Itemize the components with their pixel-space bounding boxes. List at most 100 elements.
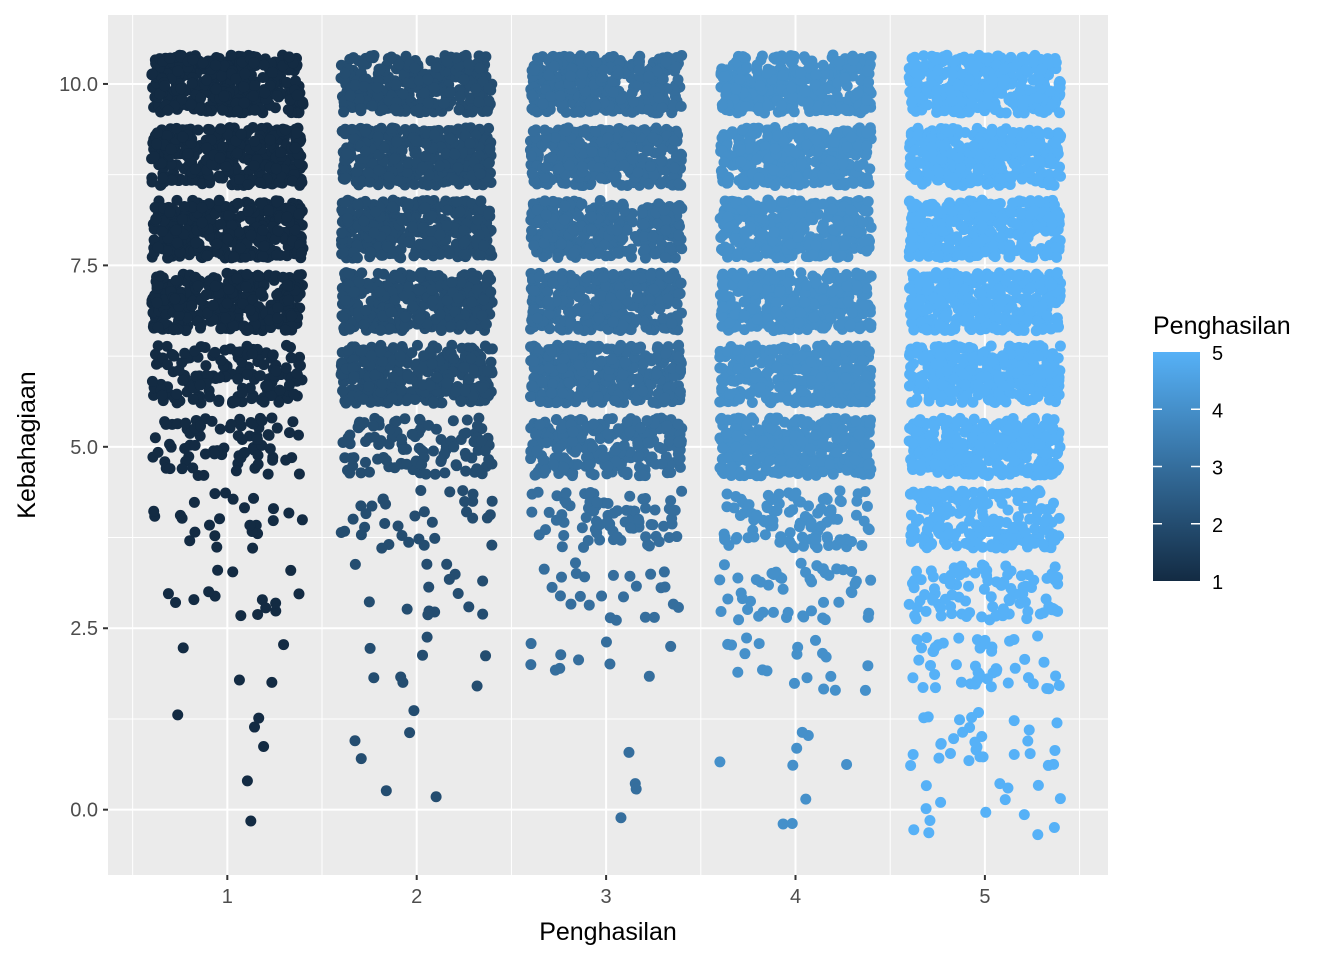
- data-point: [556, 572, 567, 583]
- data-point: [375, 435, 386, 446]
- data-point: [231, 465, 242, 476]
- data-point: [356, 529, 367, 540]
- data-point: [407, 221, 418, 232]
- data-point: [526, 380, 537, 391]
- data-point: [487, 496, 498, 507]
- data-point: [187, 462, 198, 473]
- data-point: [435, 309, 446, 320]
- data-point: [596, 591, 607, 602]
- data-point: [190, 164, 201, 175]
- data-point: [147, 68, 158, 79]
- data-point: [538, 455, 549, 466]
- data-point: [252, 609, 263, 620]
- data-point: [551, 515, 562, 526]
- data-point: [358, 216, 369, 227]
- data-point: [408, 705, 419, 716]
- data-point: [162, 359, 173, 370]
- data-point: [349, 371, 360, 382]
- data-point: [297, 514, 308, 525]
- data-point: [189, 345, 200, 356]
- data-point: [608, 316, 619, 327]
- data-point: [237, 387, 248, 398]
- data-point: [477, 609, 488, 620]
- data-point: [673, 437, 684, 448]
- data-point: [568, 426, 579, 437]
- data-point: [555, 590, 566, 601]
- data-point: [203, 586, 214, 597]
- data-point: [588, 419, 599, 430]
- data-point: [529, 285, 540, 296]
- data-point: [591, 497, 602, 508]
- data-point: [393, 521, 404, 532]
- data-point: [409, 63, 420, 74]
- data-point: [243, 324, 254, 335]
- data-point: [585, 487, 596, 498]
- data-point: [336, 227, 347, 238]
- data-point: [392, 271, 403, 282]
- data-point: [550, 665, 561, 676]
- data-point: [662, 420, 673, 431]
- data-point: [431, 372, 442, 383]
- data-point: [246, 393, 257, 404]
- data-point: [422, 180, 433, 191]
- data-point: [179, 443, 190, 454]
- data-point: [631, 784, 642, 795]
- data-point: [397, 215, 408, 226]
- data-point: [365, 51, 376, 62]
- data-point: [344, 268, 355, 279]
- data-point: [367, 100, 378, 111]
- data-point: [363, 381, 374, 392]
- data-point: [596, 356, 607, 367]
- data-point: [391, 79, 402, 90]
- data-point: [375, 64, 386, 75]
- data-point: [463, 601, 474, 612]
- data-point: [178, 642, 189, 653]
- data-point: [617, 369, 628, 380]
- data-point: [676, 278, 687, 289]
- data-point: [404, 727, 415, 738]
- data-point: [296, 177, 307, 188]
- data-point: [454, 91, 465, 102]
- data-point: [573, 359, 584, 370]
- data-point: [356, 753, 367, 764]
- data-point: [258, 60, 269, 71]
- data-point: [611, 615, 622, 626]
- data-point: [172, 709, 183, 720]
- data-point: [177, 375, 188, 386]
- data-point: [637, 494, 648, 505]
- data-point: [423, 420, 434, 431]
- data-point: [468, 489, 479, 500]
- data-point: [352, 252, 363, 263]
- data-point: [373, 132, 384, 143]
- data-point: [255, 370, 266, 381]
- data-point: [451, 196, 462, 207]
- data-point: [190, 440, 201, 451]
- data-point: [415, 485, 426, 496]
- data-point: [166, 442, 177, 453]
- data-point: [358, 319, 369, 330]
- data-point: [249, 160, 260, 171]
- data-point: [350, 559, 361, 570]
- data-point: [342, 345, 353, 356]
- data-point: [416, 459, 427, 470]
- data-point: [283, 104, 294, 115]
- data-point: [612, 248, 623, 259]
- data-point: [238, 82, 249, 93]
- data-point: [239, 68, 250, 79]
- data-point: [226, 419, 237, 430]
- data-point: [363, 167, 374, 178]
- data-point: [281, 212, 292, 223]
- data-point: [379, 518, 390, 529]
- data-point: [262, 381, 273, 392]
- data-point: [640, 612, 651, 623]
- data-point: [583, 535, 594, 546]
- data-point: [444, 87, 455, 98]
- data-point: [195, 380, 206, 391]
- data-point: [172, 237, 183, 248]
- data-point: [379, 143, 390, 154]
- data-point: [584, 243, 595, 254]
- data-point: [422, 239, 433, 250]
- data-point: [340, 68, 351, 79]
- data-point: [152, 127, 163, 138]
- data-point: [573, 391, 584, 402]
